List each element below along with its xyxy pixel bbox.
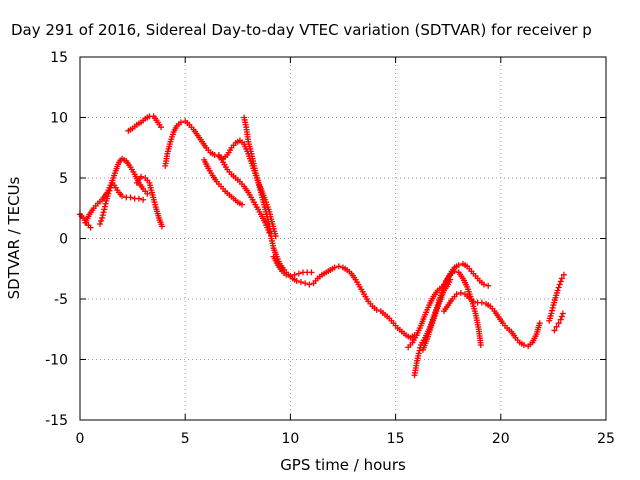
data-point [119, 193, 126, 200]
series-track [419, 276, 454, 353]
data-point [295, 270, 302, 277]
data-point [140, 196, 147, 203]
y-tick-label: -5 [54, 292, 68, 308]
x-tick-label: 25 [597, 431, 615, 447]
y-tick-label: -15 [45, 413, 68, 429]
series-track [440, 289, 543, 350]
data-point [557, 278, 564, 285]
data-point [536, 320, 543, 327]
series-track [96, 179, 147, 227]
data-point [416, 347, 423, 354]
data-point [100, 209, 107, 216]
y-tick-label: -10 [45, 353, 68, 369]
data-point [266, 229, 273, 236]
data-point [177, 119, 184, 126]
data-point [99, 214, 106, 221]
data-point [98, 217, 105, 224]
data-point [554, 287, 561, 294]
x-axis-label: GPS time / hours [280, 456, 406, 474]
data-point [144, 190, 151, 197]
data-point [480, 281, 487, 288]
data-point [159, 223, 166, 230]
data-point [457, 289, 464, 296]
data-point [553, 323, 560, 330]
y-tick-label: 10 [50, 111, 68, 127]
plot-frame [79, 56, 607, 421]
data-point [87, 224, 94, 231]
data-point [555, 284, 562, 291]
x-tick-label: 5 [181, 431, 190, 447]
data-point [548, 307, 555, 314]
data-point [520, 341, 527, 348]
data-point [287, 273, 294, 280]
data-point [453, 291, 460, 298]
data-point [335, 263, 342, 270]
series-track [270, 253, 315, 280]
data-point [138, 173, 145, 180]
data-point [135, 195, 142, 202]
data-point [239, 201, 246, 208]
y-tick-label: 0 [59, 232, 68, 248]
series-track [82, 155, 151, 226]
data-point [96, 220, 103, 227]
data-point [556, 281, 563, 288]
data-point [455, 262, 462, 269]
data-point [306, 281, 313, 288]
y-tick-label: 15 [50, 50, 68, 66]
series-track [201, 156, 246, 208]
data-point [158, 124, 165, 131]
data-point [551, 327, 558, 334]
data-point [297, 279, 304, 286]
data-point [102, 200, 109, 207]
data-point [549, 304, 556, 311]
series-track [133, 173, 166, 230]
grid [80, 57, 606, 420]
data-point [470, 298, 477, 305]
series-track [405, 260, 492, 351]
data-point [101, 203, 108, 210]
data-point [447, 276, 454, 283]
data-point [331, 264, 338, 271]
data-point [558, 313, 565, 320]
y-tick-label: 5 [59, 171, 68, 187]
data-point [555, 320, 562, 327]
data-point [127, 194, 134, 201]
axis-ticks: 0 5 10 15 20 25 -15 -10 -5 0 5 10 15 [45, 50, 615, 447]
data-point [557, 316, 564, 323]
y-axis-label: SDTVAR / TECUs [5, 176, 23, 299]
series-track [241, 114, 418, 341]
data-point [451, 268, 458, 275]
data-point [558, 275, 565, 282]
data-point [485, 282, 492, 289]
data-point [291, 271, 298, 278]
series-track [551, 310, 566, 334]
series-track [125, 113, 165, 134]
data-point [302, 280, 309, 287]
data-point [106, 187, 113, 194]
data-point [308, 269, 315, 276]
data-point [415, 350, 422, 357]
data-point [559, 310, 566, 317]
data-point [477, 341, 484, 348]
data-point [283, 271, 290, 278]
data-point [478, 299, 485, 306]
x-tick-label: 15 [387, 431, 405, 447]
series-track [215, 152, 273, 236]
series-track [77, 211, 94, 231]
data-point [99, 212, 106, 219]
x-tick-label: 10 [281, 431, 299, 447]
chart-title: Day 291 of 2016, Sidereal Day-to-day VTE… [11, 21, 592, 39]
data-point [548, 310, 555, 317]
data-point [101, 206, 108, 213]
data-point [373, 306, 380, 313]
series-track [546, 271, 567, 324]
data-point [293, 277, 300, 284]
x-tick-label: 0 [76, 431, 85, 447]
data-point [105, 190, 112, 197]
x-tick-label: 20 [492, 431, 510, 447]
data-points [77, 113, 567, 379]
data-point [560, 271, 567, 278]
